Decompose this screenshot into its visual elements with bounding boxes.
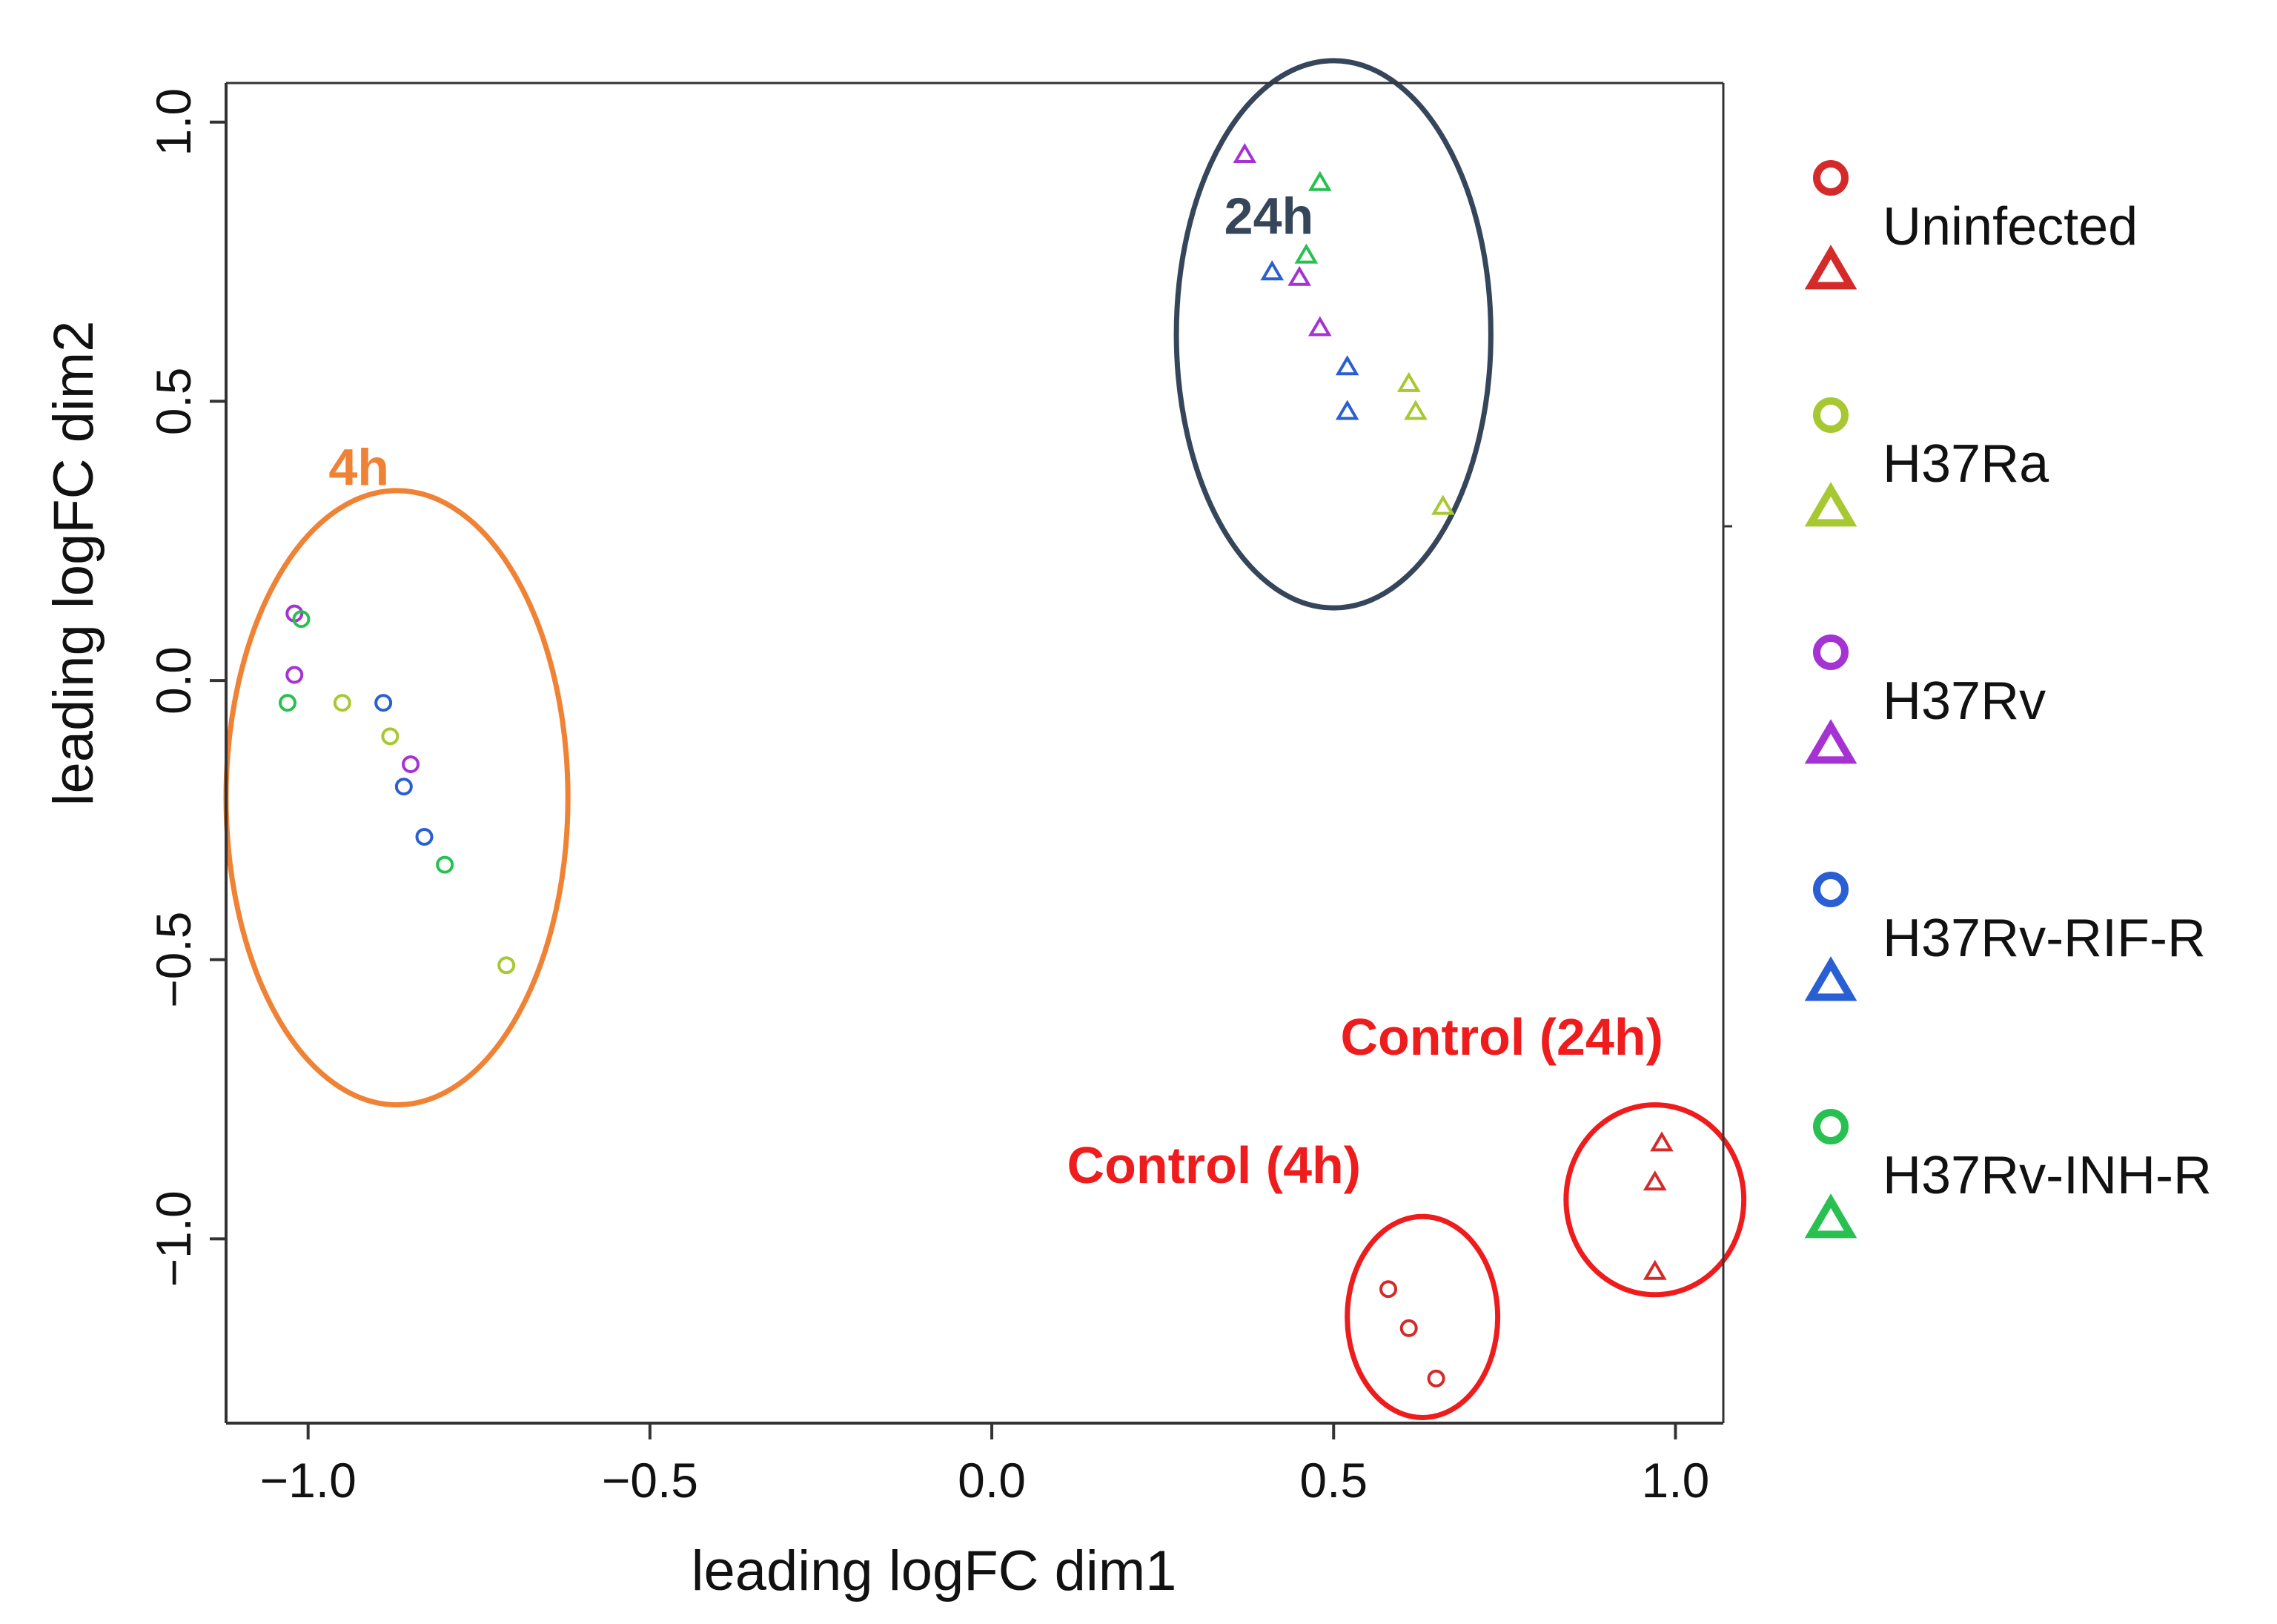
point-h37ra-triangle [1396, 371, 1421, 392]
cluster-annotations: 4h 24h Control (24h) Control (4h) [328, 187, 1663, 1194]
point-uninfected-circle [1379, 1280, 1398, 1299]
point-h37ra-circle [497, 956, 516, 975]
point-h37rv-rif-r-circle [394, 778, 413, 796]
annotation-24h: 24h [1224, 187, 1314, 245]
y-tick-label: −0.5 [146, 912, 201, 1008]
x-tick-label: −0.5 [602, 1453, 698, 1508]
plot-frame [225, 82, 1732, 1425]
annotation-control-24h: Control (24h) [1340, 1008, 1663, 1066]
legend-triangle-h37rv-rif-r [1804, 956, 1857, 1001]
y-tick-label: 1.0 [146, 88, 201, 156]
point-uninfected-triangle [1650, 1131, 1674, 1152]
point-uninfected-triangle [1643, 1170, 1667, 1191]
point-h37ra-circle [333, 694, 351, 712]
x-tick-label: 0.0 [958, 1453, 1026, 1508]
legend-triangle-h37rv-inh-r [1804, 1193, 1857, 1239]
legend-label-h37rv: H37Rv [1883, 672, 2046, 731]
point-h37ra-circle [381, 727, 400, 746]
legend-circle-h37ra [1813, 397, 1849, 433]
x-tick-label: 1.0 [1642, 1453, 1710, 1508]
legend-circle-uninfected [1813, 160, 1849, 196]
point-h37rv-rif-r-triangle [1335, 355, 1359, 376]
legend-label-h37ra: H37Ra [1883, 434, 2049, 494]
annotation-4h: 4h [328, 438, 389, 496]
point-h37rv-triangle [1307, 316, 1332, 337]
x-tick-label: 0.5 [1299, 1453, 1368, 1508]
legend-circle-h37rv-rif-r [1813, 872, 1849, 907]
legend-label-uninfected: Uninfected [1883, 197, 2138, 256]
point-h37rv-rif-r-circle [374, 694, 393, 712]
point-h37rv-triangle [1233, 142, 1257, 163]
legend-triangle-h37ra [1804, 482, 1857, 527]
point-h37rv-circle [285, 666, 304, 684]
point-h37rv-circle [402, 755, 420, 774]
ellipse-control-24h [1563, 1102, 1747, 1298]
y-tick-label: 0.5 [146, 368, 201, 436]
point-h37rv-inh-r-triangle [1294, 243, 1319, 264]
legend-label-h37rv-rif-r: H37Rv-RIF-R [1883, 909, 2206, 968]
legend-label-h37rv-inh-r: H37Rv-INH-R [1883, 1146, 2212, 1205]
x-tick-label: −1.0 [260, 1453, 357, 1508]
legend-triangle-uninfected [1804, 245, 1857, 290]
point-uninfected-circle [1427, 1369, 1445, 1388]
point-h37rv-triangle [1287, 265, 1312, 286]
data-points [279, 142, 1674, 1388]
legend-circle-h37rv-inh-r [1813, 1109, 1849, 1144]
legend-triangle-h37rv [1804, 719, 1857, 764]
point-uninfected-circle [1399, 1319, 1418, 1337]
ellipse-24h [1173, 58, 1494, 611]
y-tick-label: −1.0 [146, 1190, 201, 1287]
point-h37rv-rif-r-triangle [1260, 260, 1285, 281]
ellipse-4h [223, 488, 571, 1108]
legend: Uninfected H37Ra H37Rv H37Rv-RIF-R H37Rv-INH… [1804, 160, 2212, 1239]
x-axis-title: leading logFC dim1 [692, 1540, 1177, 1603]
point-h37rv-inh-r-circle [279, 694, 297, 712]
point-h37rv-rif-r-triangle [1335, 400, 1359, 420]
point-uninfected-triangle [1643, 1259, 1667, 1280]
point-h37ra-triangle [1431, 494, 1455, 515]
annotation-control-4h: Control (4h) [1067, 1136, 1362, 1194]
y-tick-label: 0.0 [146, 646, 201, 715]
point-h37ra-triangle [1404, 400, 1428, 420]
point-h37rv-inh-r-circle [292, 610, 311, 629]
ellipse-control-4h [1345, 1213, 1501, 1420]
point-h37rv-rif-r-circle [415, 828, 434, 846]
y-axis-title: leading logFC dim2 [42, 321, 105, 806]
point-h37rv-inh-r-circle [436, 855, 454, 874]
legend-circle-h37rv [1813, 634, 1849, 670]
cluster-ellipses [223, 58, 1747, 1420]
axis-ticks: −1.0 −0.5 0.0 0.5 1.0 −1.0 −0.5 0.0 0.5 1.0 [146, 88, 1709, 1508]
point-h37rv-inh-r-triangle [1307, 170, 1332, 191]
